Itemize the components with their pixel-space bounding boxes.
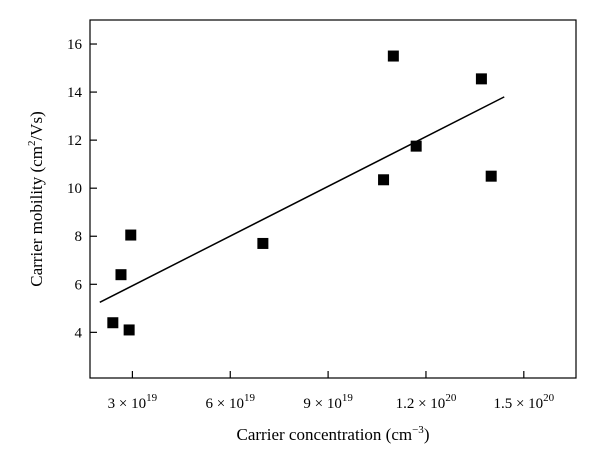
- x-axis-label-superscript: −3: [412, 424, 424, 436]
- y-axis: 4 6 8 10 12 14 16: [67, 37, 97, 341]
- data-point: [123, 324, 135, 336]
- data-point: [257, 237, 269, 249]
- x-tick-exponent: 20: [445, 392, 457, 404]
- x-tick-mantissa: 1.2 × 10: [396, 396, 446, 412]
- x-axis: 3 × 1019 6 × 1019 9 × 1019 1.2 × 1020 1.5 × …: [108, 371, 555, 412]
- x-tick-exponent: 19: [244, 392, 256, 404]
- x-tick-mantissa: 9 × 10: [303, 396, 341, 412]
- y-axis-label-superscript: 2: [26, 141, 38, 147]
- y-tick-label: 4: [75, 325, 83, 341]
- y-tick-label: 6: [75, 277, 83, 293]
- x-tick-label: 1.2 × 1020: [396, 392, 457, 412]
- data-point: [107, 317, 119, 329]
- fit-line-group: [99, 96, 505, 303]
- data-point: [115, 269, 127, 281]
- y-axis-label-main: Carrier mobility (cm: [27, 146, 46, 287]
- x-tick-mantissa: 3 × 10: [108, 396, 146, 412]
- y-axis-label-end: /Vs): [27, 111, 46, 140]
- x-tick-label: 3 × 1019: [108, 392, 158, 412]
- data-point: [410, 140, 422, 152]
- x-tick-exponent: 19: [146, 392, 158, 404]
- data-point: [125, 229, 137, 241]
- data-point: [475, 73, 487, 85]
- x-tick-label: 6 × 1019: [206, 392, 256, 412]
- plot-area-frame: [89, 19, 577, 379]
- y-tick-label: 8: [75, 229, 83, 245]
- x-tick-exponent: 20: [543, 392, 555, 404]
- x-axis-label-main: Carrier concentration (cm: [237, 425, 413, 444]
- data-point: [378, 174, 390, 186]
- x-axis-label: Carrier concentration (cm−3): [237, 424, 430, 444]
- x-tick-mantissa: 1.5 × 10: [493, 396, 543, 412]
- data-point: [485, 170, 497, 182]
- x-tick-label: 1.5 × 1020: [493, 392, 554, 412]
- y-tick-label: 16: [67, 37, 83, 53]
- x-tick-exponent: 19: [342, 392, 354, 404]
- fit-line: [99, 96, 505, 303]
- y-tick-label: 14: [67, 85, 83, 101]
- data-point: [387, 50, 399, 62]
- y-tick-label: 10: [67, 181, 82, 197]
- x-tick-label: 9 × 1019: [303, 392, 353, 412]
- y-tick-label: 12: [67, 133, 82, 149]
- y-axis-label: Carrier mobility (cm2/Vs): [26, 111, 46, 286]
- x-tick-mantissa: 6 × 10: [206, 396, 244, 412]
- data-points: [107, 50, 497, 336]
- x-axis-label-end: ): [424, 425, 430, 444]
